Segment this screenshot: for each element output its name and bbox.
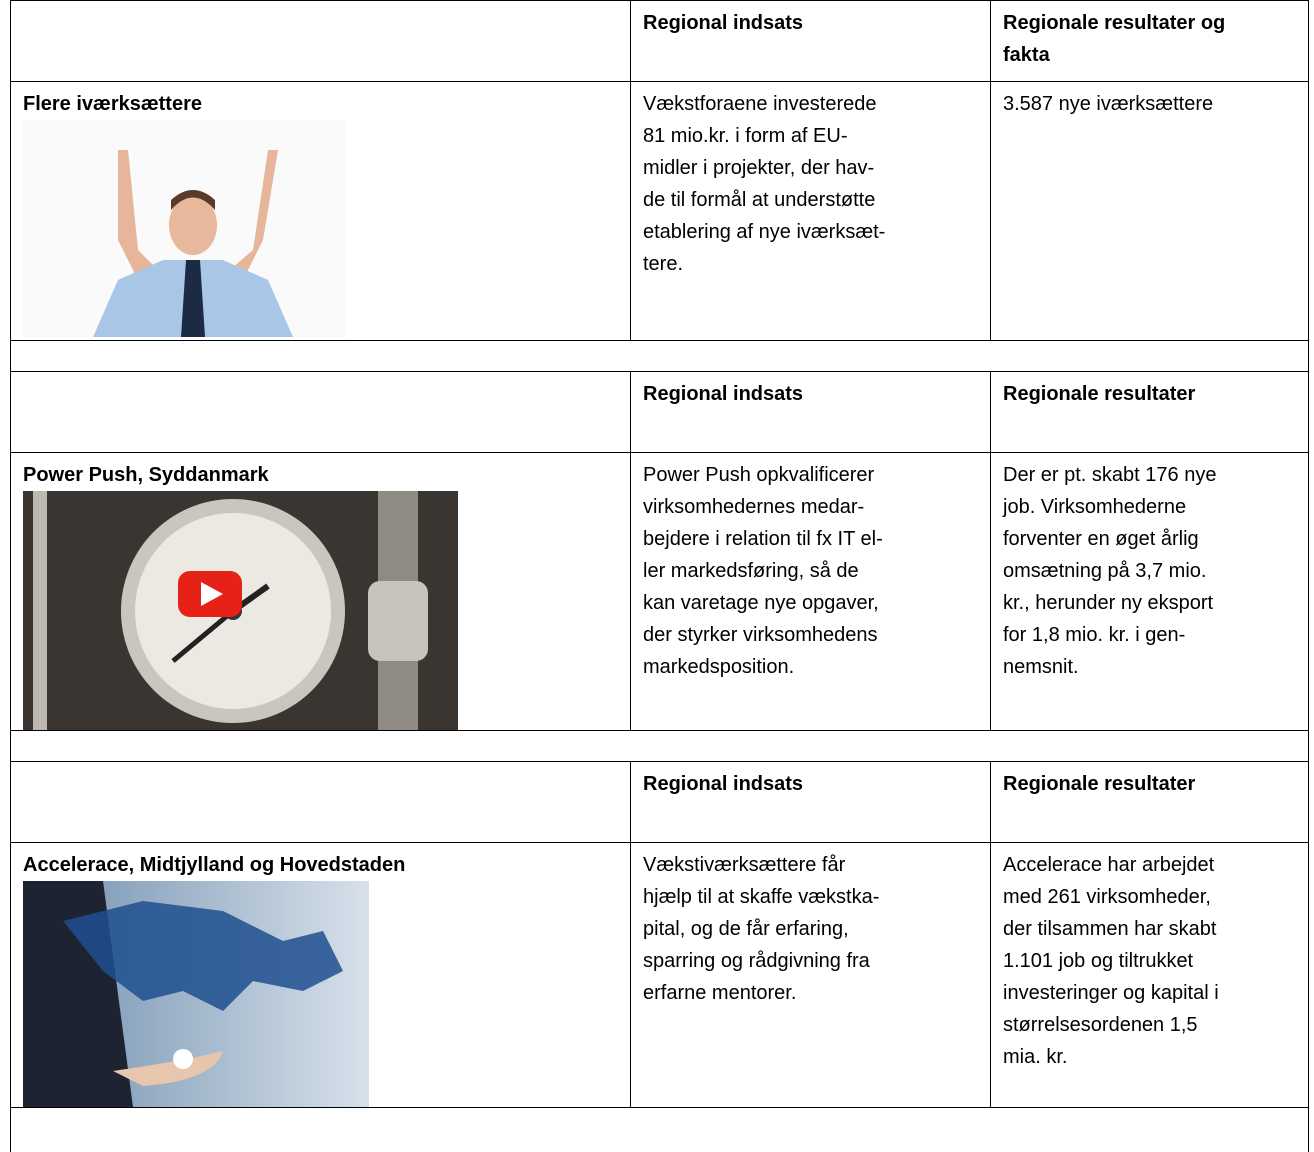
row-title: Flere iværksættere xyxy=(23,88,618,120)
text-line: med 261 virksomheder, xyxy=(1003,881,1296,913)
header-cell: Regionale resultater xyxy=(991,762,1309,843)
row: Flere iværksættere Vækstforaene invester… xyxy=(11,82,1309,341)
text-line: Der er pt. skabt 176 nye xyxy=(1003,459,1296,491)
cell: 3.587 nye iværksættere xyxy=(991,82,1309,341)
video-thumbnail xyxy=(23,491,458,730)
text-line: 3.587 nye iværksættere xyxy=(1003,88,1296,120)
text-line: Vækstiværksættere får xyxy=(643,849,978,881)
text-line: erfarne mentorer. xyxy=(643,977,978,1009)
cell: Accelerace, Midtjylland og Hovedstaden xyxy=(11,843,631,1108)
spacer-row xyxy=(11,1108,1309,1152)
header-cell: Regional indsats xyxy=(631,1,991,82)
spacer-row xyxy=(11,731,1309,762)
header-row: Regional indsats Regionale resultater og… xyxy=(11,1,1309,82)
text-line: markedsposition. xyxy=(643,651,978,683)
text-line: Regionale resultater og xyxy=(1003,7,1296,39)
text-line: 81 mio.kr. i form af EU- xyxy=(643,120,978,152)
header-cell: Regionale resultater xyxy=(991,372,1309,453)
header-row: Regional indsats Regionale resultater xyxy=(11,762,1309,843)
text-line: størrelsesordenen 1,5 xyxy=(1003,1009,1296,1041)
text-line: de til formål at understøtte xyxy=(643,184,978,216)
header-cell: Regional indsats xyxy=(631,762,991,843)
text-line: fakta xyxy=(1003,39,1296,71)
text-line: pital, og de får erfaring, xyxy=(643,913,978,945)
text-line: etablering af nye iværksæt- xyxy=(643,216,978,248)
text-line: Accelerace har arbejdet xyxy=(1003,849,1296,881)
text-line: Power Push opkvalificerer xyxy=(643,459,978,491)
text-line: Regional indsats xyxy=(643,768,978,800)
text-line: for 1,8 mio. kr. i gen- xyxy=(1003,619,1296,651)
header-cell: Regional indsats xyxy=(631,372,991,453)
text-line: mia. kr. xyxy=(1003,1041,1296,1073)
cell xyxy=(11,1108,1309,1152)
row-title: Accelerace, Midtjylland og Hovedstaden xyxy=(23,849,618,881)
row: Accelerace, Midtjylland og Hovedstaden V… xyxy=(11,843,1309,1108)
row-title: Power Push, Syddanmark xyxy=(23,459,618,491)
text-line: kan varetage nye opgaver, xyxy=(643,587,978,619)
text-line: hjælp til at skaffe vækstka- xyxy=(643,881,978,913)
text-line: virksomhedernes medar- xyxy=(643,491,978,523)
cell xyxy=(11,762,631,843)
text-line: der tilsammen har skabt xyxy=(1003,913,1296,945)
text-line: der styrker virksomhedens xyxy=(643,619,978,651)
cell: Flere iværksættere xyxy=(11,82,631,341)
text-line: kr., herunder ny eksport xyxy=(1003,587,1296,619)
text-line: midler i projekter, der hav- xyxy=(643,152,978,184)
cell xyxy=(11,341,1309,372)
cell xyxy=(11,372,631,453)
text-line: ler markedsføring, så de xyxy=(643,555,978,587)
cell: Power Push, Syddanmark xyxy=(11,453,631,731)
text-line: Regional indsats xyxy=(643,378,978,410)
text-line: nemsnit. xyxy=(1003,651,1296,683)
cell xyxy=(11,1,631,82)
text-line: forventer en øget årlig xyxy=(1003,523,1296,555)
text-line: Regional indsats xyxy=(643,7,978,39)
text-line: Regionale resultater xyxy=(1003,378,1296,410)
text-line: Regionale resultater xyxy=(1003,768,1296,800)
results-table: Regional indsats Regionale resultater og… xyxy=(10,0,1309,1152)
photo xyxy=(23,881,369,1107)
spacer-row xyxy=(11,341,1309,372)
text-line: bejdere i relation til fx IT el- xyxy=(643,523,978,555)
text-line: investeringer og kapital i xyxy=(1003,977,1296,1009)
text-line: omsætning på 3,7 mio. xyxy=(1003,555,1296,587)
photo xyxy=(23,120,346,337)
text-line: tere. xyxy=(643,248,978,280)
text-line: job. Virksomhederne xyxy=(1003,491,1296,523)
header-row: Regional indsats Regionale resultater xyxy=(11,372,1309,453)
text-line: Vækstforaene investerede xyxy=(643,88,978,120)
text-line: sparring og rådgivning fra xyxy=(643,945,978,977)
cell xyxy=(11,731,1309,762)
text-line: 1.101 job og tiltrukket xyxy=(1003,945,1296,977)
row: Power Push, Syddanmark Power Push opkval… xyxy=(11,453,1309,731)
